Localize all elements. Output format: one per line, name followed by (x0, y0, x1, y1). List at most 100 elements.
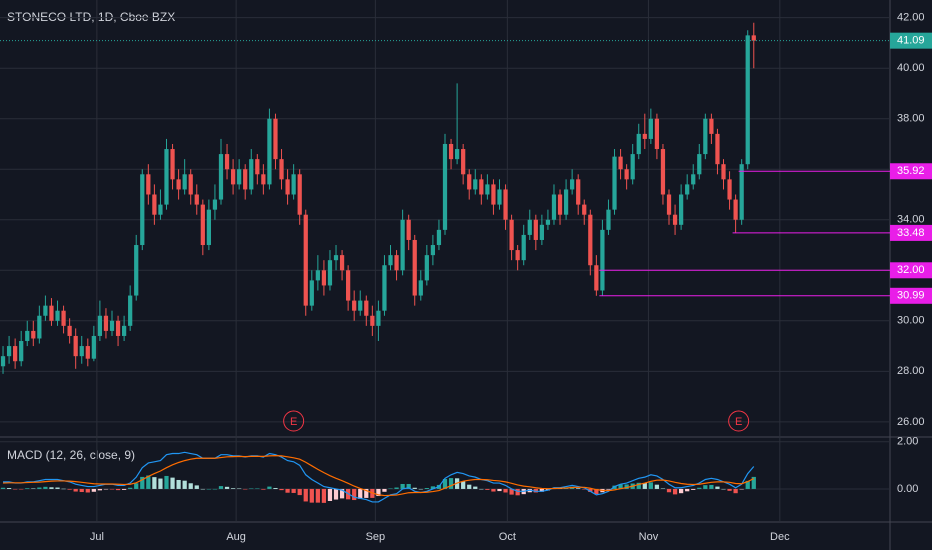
candle-body (600, 229, 605, 291)
histogram-bar (606, 488, 611, 490)
histogram-bar (182, 480, 187, 489)
histogram-bar (352, 488, 357, 501)
candle-body (509, 219, 514, 251)
candle-body (545, 219, 551, 225)
histogram-bar (473, 486, 478, 489)
histogram-bar (103, 488, 109, 490)
candle-body (0, 356, 6, 367)
histogram-bar (515, 488, 520, 496)
candle-body (485, 184, 490, 195)
candle-body (128, 295, 133, 326)
histogram-bar (55, 487, 60, 489)
histogram-bar (140, 476, 145, 489)
candle-body (103, 315, 109, 331)
candle-body (648, 118, 653, 139)
histogram-bar (73, 488, 78, 492)
histogram-bar (703, 485, 708, 489)
histogram-bar (594, 488, 599, 495)
histogram-bar (727, 488, 732, 491)
histogram-bar (388, 488, 393, 489)
histogram-bar (309, 488, 314, 503)
candle-body (364, 300, 369, 316)
histogram-bar (672, 488, 678, 495)
candle-body (358, 300, 363, 311)
histogram-bar (491, 488, 496, 492)
candle-body (212, 199, 218, 210)
price-label-box (890, 224, 932, 241)
histogram-bar (206, 488, 211, 490)
histogram-bar (237, 488, 242, 489)
histogram-bar (31, 488, 36, 489)
histogram-bar (146, 475, 151, 489)
histogram-bar (642, 483, 647, 489)
histogram-bar (503, 488, 508, 493)
candle-body (503, 189, 508, 220)
histogram-bar (303, 488, 308, 502)
candle-body (660, 149, 666, 195)
candle-body (533, 219, 538, 240)
histogram-bar (218, 486, 224, 489)
candle-body (666, 194, 672, 215)
chart-title: STONECO LTD, 1D, Cboe BZX (7, 10, 175, 24)
histogram-bar (697, 487, 702, 489)
candle-body (672, 214, 678, 225)
histogram-bar (291, 488, 296, 493)
candle-body (31, 330, 36, 339)
candle-body (115, 320, 121, 336)
candle-body (430, 245, 436, 256)
histogram-bar (13, 488, 18, 490)
candle-body (594, 265, 599, 291)
candle-body (497, 189, 502, 205)
histogram-bar (19, 488, 24, 490)
x-tick-label: Aug (226, 531, 246, 543)
candle-body (49, 305, 54, 321)
candle-body (261, 174, 266, 185)
histogram-bar (376, 488, 381, 497)
price-label: 30.99 (897, 290, 925, 302)
candle-body (206, 209, 211, 246)
histogram-bar (636, 482, 641, 489)
histogram-bar (666, 488, 672, 493)
histogram-bar (582, 488, 587, 490)
event-label: E (735, 416, 742, 428)
candle-body (346, 270, 351, 301)
candle-body (424, 255, 429, 281)
histogram-bar (297, 488, 302, 496)
event-label: E (290, 416, 297, 428)
candle-body (273, 118, 278, 160)
candle-body (146, 174, 151, 195)
histogram-bar (333, 488, 339, 500)
candle-body (630, 154, 635, 180)
histogram-bar (152, 477, 157, 489)
candle-body (624, 169, 629, 180)
candle-body (188, 174, 193, 195)
histogram-bar (412, 487, 417, 489)
candle-body (37, 315, 42, 339)
candle-body (309, 280, 314, 306)
candle-body (182, 174, 187, 190)
histogram-bar (479, 488, 484, 490)
candle-body (636, 133, 641, 155)
histogram-bar (685, 488, 690, 492)
candle-body (515, 250, 520, 261)
histogram-bar (315, 488, 320, 503)
macd-line (3, 455, 755, 497)
histogram-bar (739, 488, 744, 490)
histogram-bar (745, 480, 750, 489)
candle-body (479, 179, 484, 195)
candle-body (448, 143, 454, 160)
histogram-bar (188, 483, 193, 489)
histogram-bar (709, 484, 714, 489)
candle-body (461, 149, 466, 175)
histogram-bar (230, 488, 236, 489)
histogram-bar (85, 488, 90, 493)
candle-body (679, 194, 684, 225)
price-label: 35.92 (897, 165, 925, 177)
histogram-bar (467, 484, 472, 489)
histogram-bar (109, 488, 115, 490)
histogram-bar (576, 488, 581, 489)
candle-body (224, 154, 230, 170)
candle-body (394, 255, 399, 271)
histogram-bar (164, 475, 169, 489)
